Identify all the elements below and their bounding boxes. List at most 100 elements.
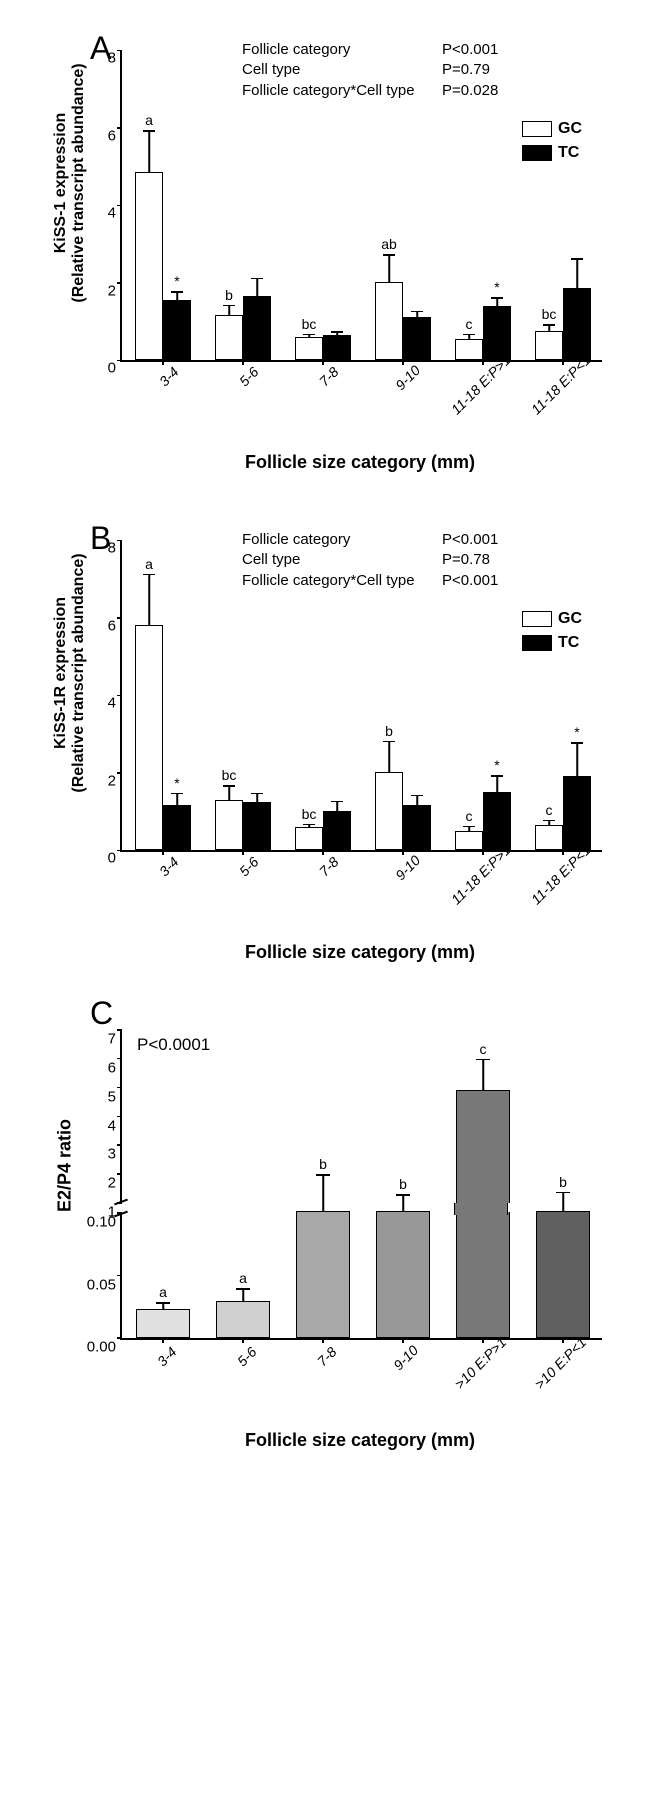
stats-block: Follicle category P<0.001Cell typeP=0.78F…	[242, 530, 498, 591]
x-tick-label: 3-4	[156, 854, 182, 880]
stat-label: Follicle category*Cell type	[242, 571, 442, 591]
x-tick-label: >10 E:P>1	[451, 1334, 509, 1392]
bar-lower: b	[376, 1211, 430, 1338]
sig-letter: b	[319, 1156, 327, 1172]
sig-letter: a	[239, 1270, 247, 1286]
bar-GC: bc	[215, 800, 243, 850]
y-tick-label: 0.00	[87, 1339, 122, 1356]
x-tick-label: 11-18 E:P<1	[528, 352, 594, 418]
chart-area: 02468Follicle categoryP<0.001Cell typeP=…	[120, 50, 602, 362]
sig-letter: *	[174, 273, 179, 289]
legend-swatch	[522, 121, 552, 137]
sig-letter: b	[559, 1174, 567, 1190]
panel-A: AKiSS-1 expression(Relative transcript a…	[20, 20, 630, 480]
sig-letter: c	[480, 1041, 487, 1057]
sig-letter: *	[574, 724, 579, 740]
sig-letter: b	[399, 1176, 407, 1192]
legend-label: TC	[558, 144, 579, 162]
legend-label: GC	[558, 610, 582, 628]
stat-label: Cell type	[242, 550, 442, 570]
sig-letter: bc	[222, 767, 237, 783]
y-tick-label: 3	[108, 1146, 122, 1163]
bar: a	[216, 1301, 270, 1338]
y-tick-label: 6	[108, 617, 122, 634]
sig-letter: a	[145, 556, 153, 572]
bar-GC: ab	[375, 282, 403, 360]
bar-TC	[243, 802, 271, 851]
x-axis-label: Follicle size category (mm)	[120, 1410, 600, 1451]
x-tick-label: 7-8	[314, 1344, 340, 1370]
bar-TC	[243, 296, 271, 360]
x-tick-label: 11-18 E:P>1	[448, 352, 514, 418]
legend: GCTC	[522, 610, 582, 652]
bar-lower: b	[296, 1211, 350, 1338]
y-tick-label: 0	[108, 360, 122, 377]
sig-letter: b	[385, 723, 393, 739]
sig-letter: c	[466, 316, 473, 332]
y-tick-label: 7	[108, 1031, 122, 1048]
y-tick-label: 2	[108, 282, 122, 299]
x-tick-label: 5-6	[236, 364, 262, 390]
stat-label: Follicle category	[242, 530, 442, 550]
stat-label: Follicle category*Cell type	[242, 81, 442, 101]
stat-p: P<0.001	[442, 40, 498, 60]
bar-TC: *	[563, 776, 591, 850]
stat-label: Follicle category	[242, 40, 442, 60]
sig-letter: a	[159, 1284, 167, 1300]
x-tick-label: 9-10	[392, 852, 423, 883]
bar-GC: c	[535, 825, 563, 850]
sig-letter: a	[145, 112, 153, 128]
bar-TC	[403, 805, 431, 850]
bar-TC	[403, 317, 431, 360]
bar-TC: *	[483, 792, 511, 850]
panel-label: C	[90, 995, 113, 1032]
bar-GC: bc	[535, 331, 563, 360]
y-axis-label: E2/P4 ratio	[55, 1066, 76, 1266]
sig-letter: ab	[381, 236, 397, 252]
sig-letter: *	[494, 279, 499, 295]
y-tick-label: 4	[108, 695, 122, 712]
bar-GC: c	[455, 831, 483, 850]
x-tick-label: 5-6	[236, 854, 262, 880]
stat-p: P=0.79	[442, 60, 490, 80]
legend-swatch	[522, 145, 552, 161]
bar-GC: bc	[295, 337, 323, 360]
bar-GC: a	[135, 625, 163, 850]
bar-TC: *	[483, 306, 511, 360]
y-tick-label: 0.05	[87, 1276, 122, 1293]
y-tick-label: 6	[108, 127, 122, 144]
stat-p: P=0.78	[442, 550, 490, 570]
x-tick-label: 11-18 E:P<1	[528, 842, 594, 908]
stats-block: Follicle categoryP<0.001Cell typeP=0.79F…	[242, 40, 498, 101]
bar: a	[136, 1309, 190, 1339]
y-tick-label: 4	[108, 1117, 122, 1134]
y-tick-label: 2	[108, 1175, 122, 1192]
y-axis-label: KiSS-1 expression(Relative transcript ab…	[52, 3, 88, 363]
bar-GC: b	[215, 315, 243, 360]
bar-TC: *	[163, 300, 191, 360]
legend-swatch	[522, 611, 552, 627]
y-tick-label: 8	[108, 50, 122, 67]
x-tick-label: 3-4	[156, 364, 182, 390]
y-tick-label: 6	[108, 1059, 122, 1076]
x-axis-label: Follicle size category (mm)	[120, 432, 600, 473]
bar-upper: c	[456, 1090, 510, 1203]
bar-TC	[563, 288, 591, 360]
panel-B: BKiSS-1R expression(Relative transcript …	[20, 510, 630, 970]
chart-area: 02468Follicle categoryP<0.001Cell typeP=…	[120, 540, 602, 852]
sig-letter: b	[225, 287, 233, 303]
panel-C: CE2/P4 ratioP<0.00011234567c0.000.050.10…	[20, 1000, 630, 1460]
bar-lower: b	[536, 1211, 590, 1338]
x-tick-label: 9-10	[390, 1342, 421, 1373]
y-tick-label: 4	[108, 205, 122, 222]
stat-p: P=0.028	[442, 81, 498, 101]
legend: GCTC	[522, 120, 582, 162]
sig-letter: c	[546, 802, 553, 818]
bar-GC: b	[375, 772, 403, 850]
sig-letter: *	[174, 775, 179, 791]
stat-p: P<0.001	[442, 571, 498, 591]
sig-letter: *	[494, 757, 499, 773]
x-tick-label: 9-10	[392, 362, 423, 393]
bar-GC: bc	[295, 827, 323, 850]
x-tick-label: 7-8	[316, 364, 342, 390]
